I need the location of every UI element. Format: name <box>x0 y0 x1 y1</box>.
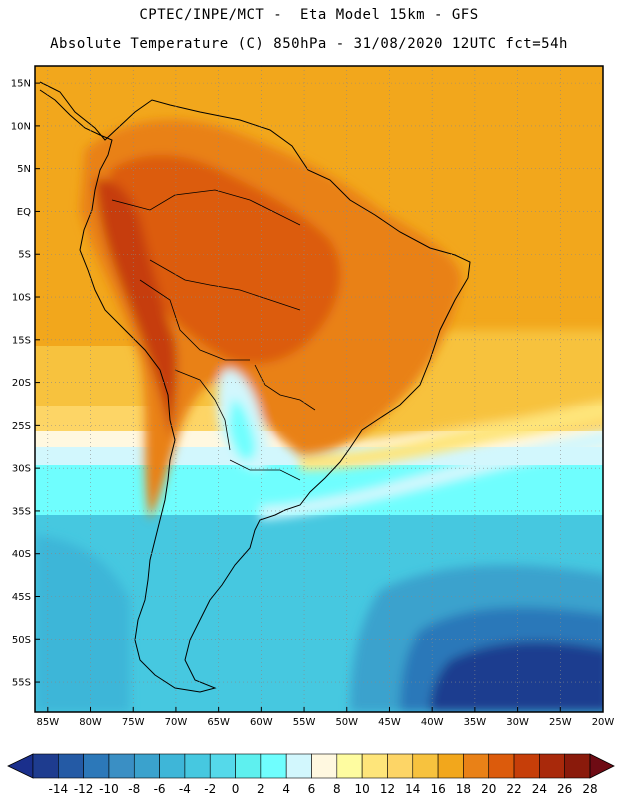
colorbar-swatch <box>387 754 412 778</box>
lon-label: 20W <box>592 717 615 728</box>
lat-label: 25S <box>12 421 31 432</box>
colorbar-label: 12 <box>380 782 395 796</box>
lat-label: 10N <box>11 121 31 132</box>
colorbar-label: -2 <box>204 782 216 796</box>
lat-label: 15S <box>12 335 31 346</box>
colorbar: -14 -12 -10 -8 -6 -4 -2 0 2 4 6 8 10 12 14 16 18 20 22 24 26… <box>8 754 614 796</box>
colorbar-label: -6 <box>154 782 166 796</box>
lat-label: 20S <box>12 378 31 389</box>
colorbar-label: 8 <box>333 782 341 796</box>
colorbar-label: 16 <box>430 782 445 796</box>
colorbar-swatch <box>134 754 159 778</box>
colorbar-label: 0 <box>232 782 240 796</box>
colorbar-label: -12 <box>74 782 94 796</box>
colorbar-under-arrow <box>8 754 33 778</box>
colorbar-label: 10 <box>354 782 369 796</box>
lat-label: 45S <box>12 592 31 603</box>
colorbar-label: -8 <box>128 782 140 796</box>
colorbar-label: 6 <box>308 782 316 796</box>
colorbar-swatch <box>109 754 134 778</box>
colorbar-swatch <box>362 754 387 778</box>
colorbar-swatch <box>337 754 362 778</box>
colorbar-swatch <box>413 754 438 778</box>
colorbar-swatch <box>539 754 564 778</box>
lat-label: 50S <box>12 635 31 646</box>
lon-label: 60W <box>250 717 273 728</box>
lat-label: 5S <box>18 250 31 261</box>
longitude-labels: 85W 80W 75W 70W 65W 60W 55W 50W 45W 40W 35W 30W 25W 2… <box>36 717 614 728</box>
lon-label: 50W <box>335 717 358 728</box>
lon-label: 75W <box>122 717 145 728</box>
temperature-field <box>35 66 610 712</box>
colorbar-swatch <box>286 754 311 778</box>
colorbar-swatch <box>185 754 210 778</box>
lon-label: 55W <box>293 717 316 728</box>
colorbar-label: 28 <box>582 782 597 796</box>
colorbar-label: -14 <box>49 782 69 796</box>
lon-label: 85W <box>36 717 59 728</box>
lon-label: 65W <box>207 717 230 728</box>
lat-label: 35S <box>12 506 31 517</box>
lat-label: 30S <box>12 464 31 475</box>
lat-label: 40S <box>12 549 31 560</box>
colorbar-swatch <box>463 754 488 778</box>
colorbar-swatch <box>58 754 83 778</box>
lon-label: 35W <box>464 717 487 728</box>
colorbar-label: 22 <box>506 782 521 796</box>
colorbar-over-arrow <box>590 754 614 778</box>
lon-label: 70W <box>165 717 188 728</box>
colorbar-swatch <box>312 754 337 778</box>
colorbar-swatch <box>33 754 58 778</box>
colorbar-swatch <box>236 754 261 778</box>
colorbar-swatch <box>210 754 235 778</box>
colorbar-swatch <box>489 754 514 778</box>
latitude-labels: 15N 10N 5N EQ 5S 10S 15S 20S 25S 30S 35S 40S 45S 50S 5… <box>11 79 31 689</box>
colorbar-swatch <box>565 754 590 778</box>
colorbar-label: 24 <box>532 782 547 796</box>
colorbar-label: -4 <box>179 782 191 796</box>
colorbar-label: 18 <box>456 782 471 796</box>
colorbar-label: 26 <box>557 782 572 796</box>
lon-label: 30W <box>506 717 529 728</box>
colorbar-label: 2 <box>257 782 265 796</box>
colorbar-swatch <box>160 754 185 778</box>
lat-label: 5N <box>17 164 31 175</box>
colorbar-label: 14 <box>405 782 420 796</box>
lat-label: EQ <box>17 207 31 218</box>
lon-label: 45W <box>378 717 401 728</box>
lon-label: 80W <box>79 717 102 728</box>
colorbar-swatch <box>438 754 463 778</box>
colorbar-swatch <box>261 754 286 778</box>
lat-label: 55S <box>12 678 31 689</box>
lon-label: 25W <box>549 717 572 728</box>
colorbar-label: 4 <box>282 782 290 796</box>
colorbar-label: 20 <box>481 782 496 796</box>
temperature-map: 15N 10N 5N EQ 5S 10S 15S 20S 25S 30S 35S 40S 45S 50S 5… <box>0 0 618 800</box>
lat-label: 10S <box>12 293 31 304</box>
lat-label: 15N <box>11 79 31 90</box>
lon-label: 40W <box>421 717 444 728</box>
colorbar-swatch <box>84 754 109 778</box>
colorbar-label: -10 <box>99 782 119 796</box>
colorbar-swatch <box>514 754 539 778</box>
